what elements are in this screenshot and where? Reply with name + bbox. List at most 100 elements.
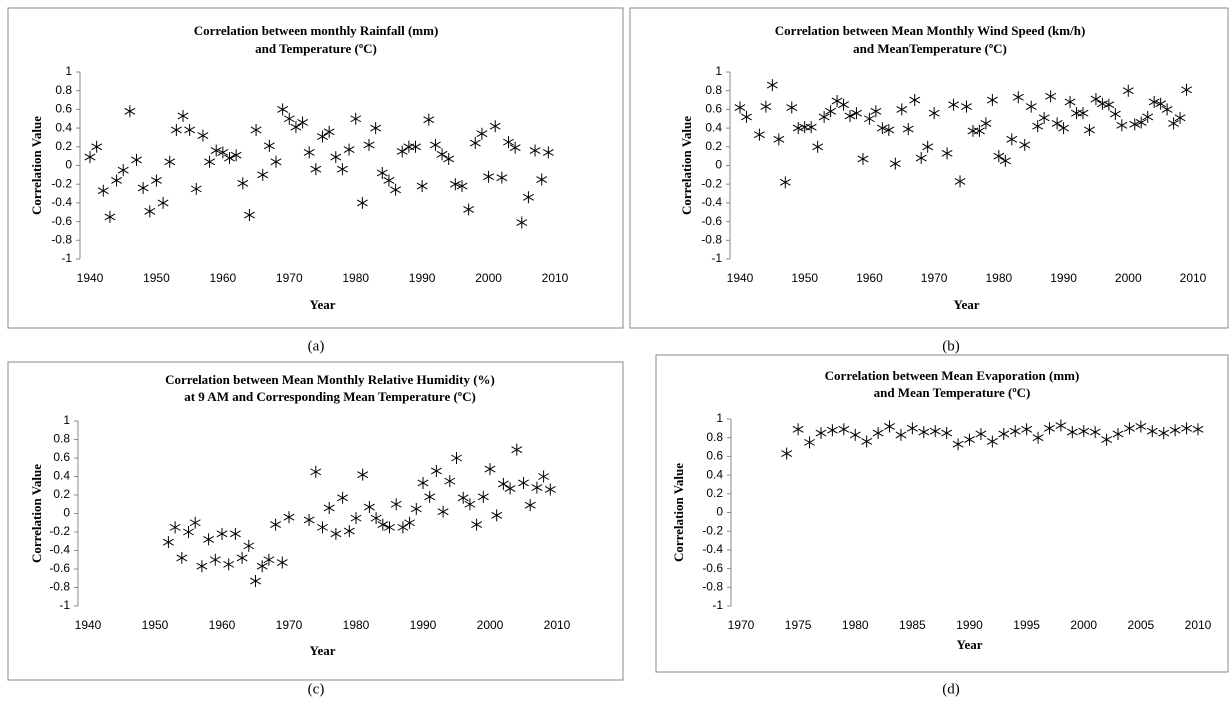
point bbox=[376, 166, 388, 179]
x-tick-label: 1980 bbox=[343, 618, 370, 632]
y-tick-label: 0.4 bbox=[55, 120, 72, 134]
point bbox=[786, 101, 798, 114]
point bbox=[1084, 123, 1095, 136]
point bbox=[323, 125, 335, 138]
x-tick-label: 1960 bbox=[856, 271, 883, 285]
point bbox=[111, 174, 123, 187]
point bbox=[457, 491, 469, 504]
y-tick-label: 0.8 bbox=[55, 83, 72, 97]
y-tick-label: -0.6 bbox=[701, 214, 722, 228]
point bbox=[277, 103, 289, 116]
point bbox=[522, 191, 534, 204]
x-tick-label: 1940 bbox=[77, 271, 104, 285]
point bbox=[469, 137, 481, 150]
panel-frame bbox=[629, 7, 1229, 329]
point bbox=[870, 105, 882, 118]
y-tick-label: -0.2 bbox=[701, 176, 722, 190]
point bbox=[1192, 423, 1204, 436]
point bbox=[918, 426, 930, 439]
point bbox=[449, 178, 461, 191]
x-tick-label: 1970 bbox=[276, 271, 303, 285]
point bbox=[1009, 425, 1021, 438]
point bbox=[1071, 107, 1082, 120]
point bbox=[476, 127, 488, 140]
point bbox=[922, 140, 934, 153]
point bbox=[1135, 116, 1147, 129]
point bbox=[436, 148, 448, 161]
y-tick-label: -0.2 bbox=[49, 524, 70, 538]
y-tick-label: -0.4 bbox=[49, 543, 70, 557]
x-tick-label: 2010 bbox=[1180, 271, 1207, 285]
point bbox=[496, 171, 508, 184]
point bbox=[403, 140, 415, 153]
point bbox=[189, 516, 201, 529]
point bbox=[861, 435, 873, 448]
chart-title: Correlation between monthly Rainfall (mm… bbox=[194, 23, 439, 38]
panel-frame bbox=[7, 7, 624, 329]
point bbox=[216, 527, 228, 540]
point bbox=[456, 180, 468, 193]
x-axis-label: Year bbox=[310, 297, 336, 312]
point bbox=[137, 181, 149, 194]
y-tick-label: 0.4 bbox=[53, 469, 70, 483]
point bbox=[356, 196, 368, 209]
x-tick-label: 2010 bbox=[1185, 618, 1212, 632]
point bbox=[169, 521, 181, 534]
point bbox=[524, 499, 536, 512]
y-tick-label: 0.6 bbox=[706, 449, 723, 463]
y-tick-label: -0.8 bbox=[701, 232, 722, 246]
chart-title: and Temperature (ºC) bbox=[255, 41, 377, 56]
chart-panel: Correlation between Mean Evaporation (mm… bbox=[655, 354, 1229, 697]
point bbox=[1181, 422, 1193, 435]
y-tick-label: -1 bbox=[711, 251, 722, 265]
point bbox=[1169, 424, 1181, 437]
point bbox=[283, 511, 295, 524]
point bbox=[1045, 90, 1057, 103]
x-tick-label: 1950 bbox=[791, 271, 818, 285]
point bbox=[243, 539, 255, 552]
x-tick-label: 2010 bbox=[544, 618, 571, 632]
caption: (a) bbox=[308, 338, 325, 354]
y-tick-label: 0.2 bbox=[705, 139, 722, 153]
point bbox=[84, 151, 96, 164]
point bbox=[1146, 425, 1158, 438]
y-tick-label: 0.2 bbox=[53, 487, 70, 501]
point bbox=[297, 116, 309, 129]
y-tick-label: -1 bbox=[59, 598, 70, 612]
point bbox=[531, 481, 543, 494]
x-tick-label: 1970 bbox=[728, 618, 755, 632]
point bbox=[1055, 419, 1067, 432]
point bbox=[257, 168, 269, 181]
point bbox=[1090, 93, 1102, 106]
point bbox=[363, 501, 375, 514]
point bbox=[1078, 425, 1090, 438]
x-tick-label: 1950 bbox=[143, 271, 170, 285]
point bbox=[451, 452, 462, 464]
point bbox=[377, 518, 389, 531]
x-axis-label: Year bbox=[954, 297, 980, 312]
point bbox=[404, 516, 416, 529]
point bbox=[343, 143, 355, 156]
point bbox=[383, 174, 395, 187]
point bbox=[895, 428, 907, 441]
y-tick-label: 0.4 bbox=[705, 120, 722, 134]
point bbox=[544, 483, 556, 496]
point bbox=[760, 100, 772, 113]
point bbox=[164, 155, 176, 168]
y-tick-label: 0.6 bbox=[705, 102, 722, 116]
point bbox=[1168, 117, 1180, 130]
point bbox=[237, 177, 249, 190]
point bbox=[1148, 95, 1160, 108]
point bbox=[224, 152, 235, 165]
point bbox=[144, 205, 156, 218]
point bbox=[131, 153, 142, 166]
x-tick-label: 1950 bbox=[142, 618, 169, 632]
point bbox=[343, 525, 355, 538]
point bbox=[928, 107, 940, 120]
y-tick-label: 0.6 bbox=[55, 102, 72, 116]
y-tick-label: 0 bbox=[63, 506, 70, 520]
chart-title: at 9 AM and Corresponding Mean Temperatu… bbox=[184, 389, 476, 404]
point bbox=[804, 436, 815, 449]
point bbox=[948, 98, 960, 111]
point bbox=[826, 424, 838, 437]
